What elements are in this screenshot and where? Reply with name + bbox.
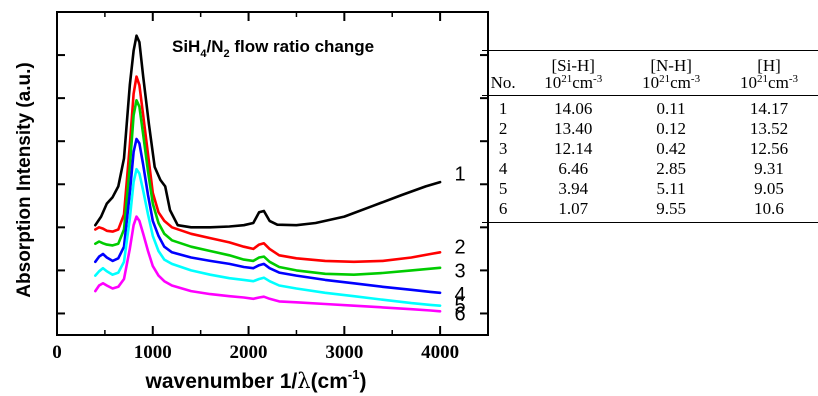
x-axis-label: wavenumber 1/λ(cm-1) <box>145 367 367 393</box>
cell-no: 3 <box>498 139 508 158</box>
column-header-no: No. <box>490 73 516 92</box>
column-header-si-h: [Si-H] 1021cm-3 <box>544 56 603 92</box>
cell-h: 9.31 <box>754 159 784 178</box>
cell-n-h: 0.11 <box>656 99 686 118</box>
series-line-1 <box>94 34 442 229</box>
cell-n-h: 0.42 <box>656 139 686 158</box>
series-layer <box>94 34 442 313</box>
x-tick-label: 0 <box>52 342 62 363</box>
hydrogen-content-table: No. [Si-H] 1021cm-3 [N-H] 1021cm-3 [H] 1021… <box>482 50 818 223</box>
cell-n-h: 5.11 <box>656 179 686 198</box>
cell-h: 14.17 <box>749 99 789 118</box>
cell-no: 5 <box>498 179 508 198</box>
cell-si-h: 12.14 <box>554 139 593 158</box>
x-tick-label: 4000 <box>421 342 459 363</box>
cell-no: 1 <box>498 99 508 118</box>
cell-si-h: 3.94 <box>558 179 589 198</box>
cell-si-h: 13.40 <box>554 119 593 138</box>
cell-si-h: 1.07 <box>558 199 589 218</box>
cell-no: 4 <box>498 159 508 178</box>
cell-h: 10.6 <box>754 199 784 218</box>
cell-si-h: 14.06 <box>554 99 593 118</box>
x-axis-ticks: 0 1000 2000 3000 4000 <box>52 12 459 363</box>
cell-n-h: 9.55 <box>656 199 686 218</box>
y-axis-label: Absorption Intensity (a.u.) <box>14 62 35 297</box>
curve-label-5: 5 <box>454 295 465 317</box>
curve-label-3: 3 <box>454 260 465 282</box>
cell-h: 9.05 <box>754 179 784 198</box>
curve-label-1: 1 <box>454 164 465 186</box>
plot-frame <box>56 11 489 336</box>
series-line-6 <box>94 215 442 313</box>
y-axis-ticks <box>57 54 488 315</box>
plot-border <box>56 11 489 336</box>
table-header-row: No. [Si-H] 1021cm-3 [N-H] 1021cm-3 [H] 1021… <box>482 50 818 96</box>
cell-no: 6 <box>498 199 508 218</box>
table-row: 3 12.14 0.42 12.56 <box>482 139 818 159</box>
table-row: 1 14.06 0.11 14.17 <box>482 96 818 120</box>
column-header-n-h: [N-H] 1021cm-3 <box>642 56 701 92</box>
cell-si-h: 6.46 <box>558 159 589 178</box>
series-line-4 <box>94 137 442 295</box>
x-tick-label: 2000 <box>230 342 268 363</box>
series-line-3 <box>94 99 442 276</box>
cell-no: 2 <box>498 119 508 138</box>
cell-h: 12.56 <box>749 139 789 158</box>
curve-label-4: 4 <box>454 284 465 306</box>
table-row: 5 3.94 5.11 9.05 <box>482 179 818 199</box>
curve-label-6: 6 <box>454 303 465 325</box>
cell-n-h: 0.12 <box>656 119 686 138</box>
x-tick-label: 1000 <box>134 342 172 363</box>
series-line-5 <box>94 167 442 307</box>
x-tick-label: 3000 <box>325 342 363 363</box>
table-row: 2 13.40 0.12 13.52 <box>482 119 818 139</box>
cell-h: 13.52 <box>749 119 789 138</box>
series-line-2 <box>94 75 442 264</box>
column-header-h: [H] 1021cm-3 <box>740 56 798 92</box>
cell-n-h: 2.85 <box>656 159 686 178</box>
table-row: 4 6.46 2.85 9.31 <box>482 159 818 179</box>
table-row: 6 1.07 9.55 10.6 <box>482 199 818 223</box>
chart-title: SiH4/N2 flow ratio change <box>172 37 374 60</box>
curve-label-2: 2 <box>454 237 465 259</box>
